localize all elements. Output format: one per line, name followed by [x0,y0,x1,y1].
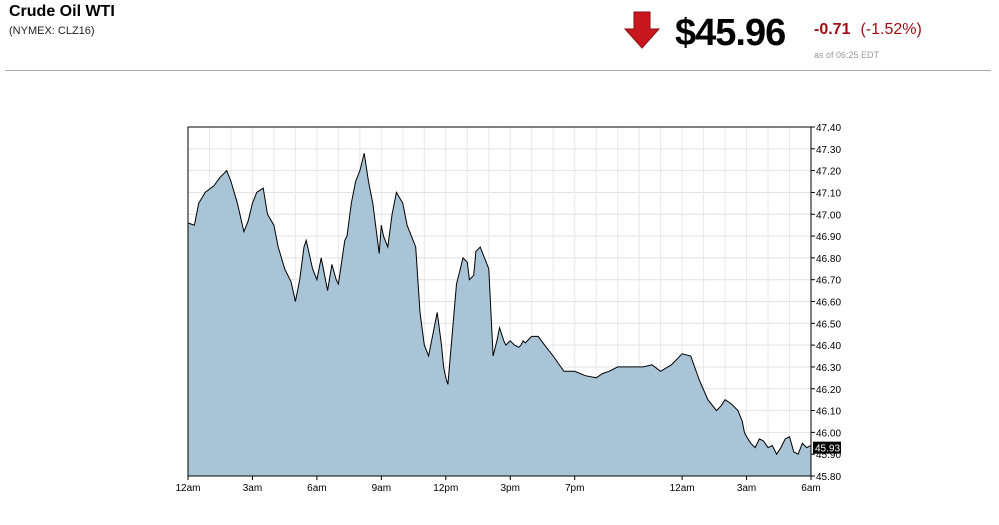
x-tick-label: 3am [243,483,262,494]
down-arrow-icon [624,11,660,49]
y-tick-label: 47.30 [816,145,841,156]
y-tick-label: 47.40 [816,123,841,134]
x-tick-label: 12am [175,483,200,494]
price-area [188,153,811,476]
price-change: -0.71 (-1.52%) [814,21,922,39]
x-tick-label: 12pm [433,483,458,494]
last-value-marker: 45.93 [813,441,841,455]
y-tick-label: 45.90 [816,450,841,461]
change-value: -0.71 [814,21,851,38]
x-tick-label: 12am [670,483,695,494]
y-axis: 47.40 47.30 47.20 47.10 47.00 46.90 46.80 46.70… [811,123,841,483]
y-tick-label: 46.40 [816,341,841,352]
y-tick-label: 46.20 [816,385,841,396]
price-line [187,153,812,456]
y-tick-label: 46.60 [816,298,841,309]
as-of-timestamp: as of 06:25 EDT [814,50,880,60]
last-price: $45.96 [675,12,786,54]
y-tick-label: 46.50 [816,319,841,330]
x-axis: 12am 3am 6am 9am 12pm 3pm 7pm 12am 3am 6am [175,476,821,494]
y-tick-label: 46.80 [816,254,841,265]
header-divider [5,70,991,71]
y-tick-label: 46.30 [816,363,841,374]
x-tick-label: 3am [737,483,756,494]
instrument-title: Crude Oil WTI [9,3,115,20]
y-tick-label: 46.00 [816,428,841,439]
x-tick-label: 3pm [501,483,520,494]
y-tick-label: 45.80 [816,472,841,483]
y-tick-label: 47.20 [816,167,841,178]
y-tick-label: 46.90 [816,232,841,243]
x-tick-label: 9am [372,483,391,494]
down-arrow-shape [624,11,660,49]
y-tick-label: 47.00 [816,210,841,221]
last-value-box [813,441,841,454]
y-tick-label: 46.70 [816,276,841,287]
x-tick-label: 7pm [565,483,584,494]
y-tick-label: 46.10 [816,407,841,418]
instrument-symbol: (NYMEX: CLZ16) [9,25,95,37]
x-tick-label: 6am [307,483,326,494]
change-percent: (-1.52%) [860,21,922,38]
x-tick-label: 6am [801,483,820,494]
y-tick-label: 47.10 [816,188,841,199]
last-value-label: 45.93 [815,444,840,455]
